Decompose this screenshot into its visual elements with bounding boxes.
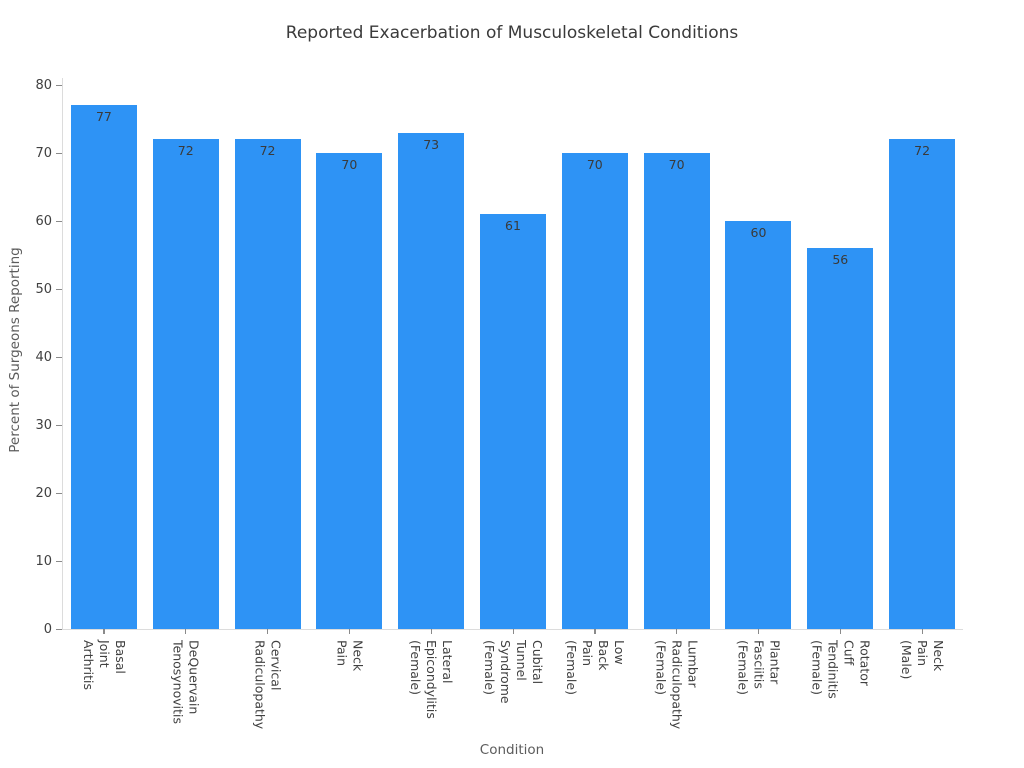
y-tick-mark	[56, 560, 62, 562]
y-tick-mark	[56, 356, 62, 358]
y-tick-label: 10	[35, 553, 52, 569]
x-tick-label: Cubital Tunnel Syndrome (Female)	[482, 640, 545, 704]
x-tick-label: Lumbar Radiculopathy (Female)	[653, 640, 701, 730]
bar: 60	[725, 221, 792, 629]
x-tick-mark	[921, 629, 923, 634]
x-tick-label: Lateral Epicondylitis (Female)	[408, 640, 456, 719]
bar: 77	[70, 105, 137, 629]
bar: 56	[807, 248, 874, 629]
x-tick-mark	[839, 629, 841, 634]
bar: 61	[480, 214, 546, 629]
y-tick-label: 0	[43, 621, 52, 637]
x-tick-label: Basal Joint Arthritis	[80, 640, 128, 691]
bar: 72	[889, 139, 956, 629]
bar-value-label: 70	[668, 157, 685, 172]
x-tick-mark	[757, 629, 760, 634]
bar-value-label: 70	[586, 157, 603, 172]
bar-value-label: 72	[914, 143, 931, 159]
x-tick-label: Low Back Pain (Female)	[563, 640, 627, 695]
bar-value-label: 72	[259, 143, 276, 159]
bar-value-label: 72	[177, 143, 194, 159]
x-axis-title: Condition	[479, 742, 545, 758]
y-tick-label: 50	[35, 281, 52, 297]
y-tick-label: 80	[35, 77, 52, 93]
x-tick-mark	[512, 629, 514, 634]
x-tick-mark	[267, 629, 269, 634]
y-tick-mark	[56, 628, 62, 630]
y-tick-label: 60	[35, 213, 52, 229]
chart-title: Reported Exacerbation of Musculoskeletal…	[285, 23, 739, 43]
bar: 70	[643, 153, 710, 629]
y-tick-mark	[56, 424, 62, 426]
y-tick-label: 40	[35, 349, 52, 365]
y-tick-mark	[56, 84, 62, 86]
x-tick-mark	[185, 629, 187, 634]
x-tick-label: Plantar Fasciitis (Female)	[735, 640, 783, 695]
bar: 72	[234, 139, 301, 629]
plot-area: 0 10 20 30 40 50 60 70 80 77 Basal Joint Arthritis…	[35, 78, 963, 729]
y-tick-mark	[56, 152, 62, 154]
bar-value-label: 77	[95, 109, 112, 125]
x-tick-label: Cervical Radiculopathy	[252, 640, 284, 730]
x-tick-mark	[676, 629, 678, 634]
x-tick-mark	[348, 629, 351, 634]
bar-value-label: 60	[750, 225, 767, 240]
bar-value-label: 73	[423, 136, 440, 152]
y-tick-label: 70	[35, 145, 52, 161]
y-tick-label: 20	[35, 485, 52, 501]
bar: 72	[152, 139, 219, 629]
bar-value-label: 61	[505, 218, 521, 234]
x-tick-label: Rotator Cuff Tendinitis (Female)	[809, 640, 873, 699]
bar: 70	[561, 153, 628, 629]
y-tick-label: 30	[35, 417, 52, 433]
x-tick-label: Neck Pain (Male)	[899, 640, 947, 680]
y-tick-mark	[56, 288, 62, 290]
x-tick-mark	[594, 629, 596, 634]
bar: 73	[398, 132, 465, 629]
bar: 70	[316, 153, 383, 629]
y-tick-mark	[56, 492, 62, 494]
x-tick-mark	[103, 629, 105, 634]
bar-value-label: 56	[832, 252, 849, 268]
y-tick-mark	[56, 220, 62, 222]
x-tick-label: DeQuervain Tenosynovitis	[170, 640, 202, 725]
x-tick-mark	[430, 629, 432, 634]
bar-value-label: 70	[341, 157, 358, 172]
x-tick-label: Neck Pain	[334, 640, 366, 672]
